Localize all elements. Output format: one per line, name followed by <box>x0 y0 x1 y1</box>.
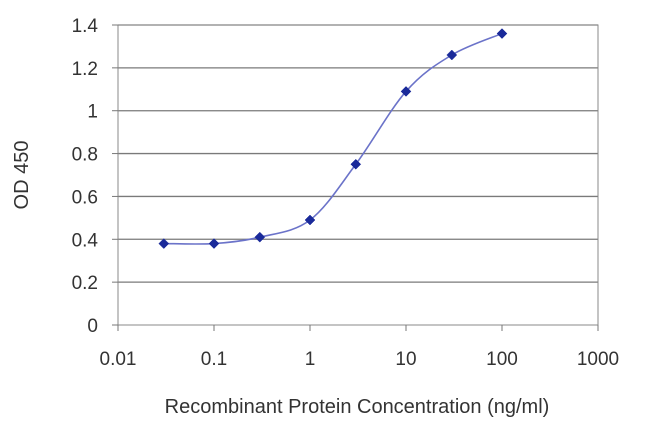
data-point <box>400 86 412 97</box>
data-point <box>446 49 458 61</box>
x-tick-label: 1 <box>305 349 316 370</box>
y-tick-label: 1 <box>87 102 98 123</box>
data-point <box>350 158 362 170</box>
data-point <box>496 28 508 39</box>
x-tick-label: 100 <box>486 349 518 370</box>
x-axis-label: Recombinant Protein Concentration (ng/ml… <box>165 396 550 418</box>
series-curve <box>163 32 503 245</box>
x-axis-ticks: 0.01 0.1 1 10 100 1000 <box>100 325 619 370</box>
y-tick-label: 0.4 <box>72 230 99 251</box>
x-tick-label: 0.1 <box>201 349 227 370</box>
series-layer <box>158 28 508 249</box>
data-point <box>254 231 266 243</box>
y-tick-label: 1.2 <box>72 59 98 80</box>
data-point <box>208 238 220 249</box>
x-tick-label: 10 <box>395 349 416 370</box>
plot-area <box>117 24 599 326</box>
data-point <box>304 214 316 226</box>
y-tick-label: 0.6 <box>72 187 98 208</box>
x-tick-label: 0.01 <box>100 349 137 370</box>
data-point <box>158 238 170 249</box>
y-axis-ticks: 0 0.2 0.4 0.6 0.8 1 1.2 1.4 <box>72 16 118 337</box>
y-tick-label: 1.4 <box>72 16 99 37</box>
y-tick-label: 0 <box>87 316 98 337</box>
x-tick-label: 1000 <box>577 349 619 370</box>
y-tick-label: 0.2 <box>72 273 98 294</box>
y-tick-label: 0.8 <box>72 145 98 166</box>
y-axis-label: OD 450 <box>11 141 33 210</box>
